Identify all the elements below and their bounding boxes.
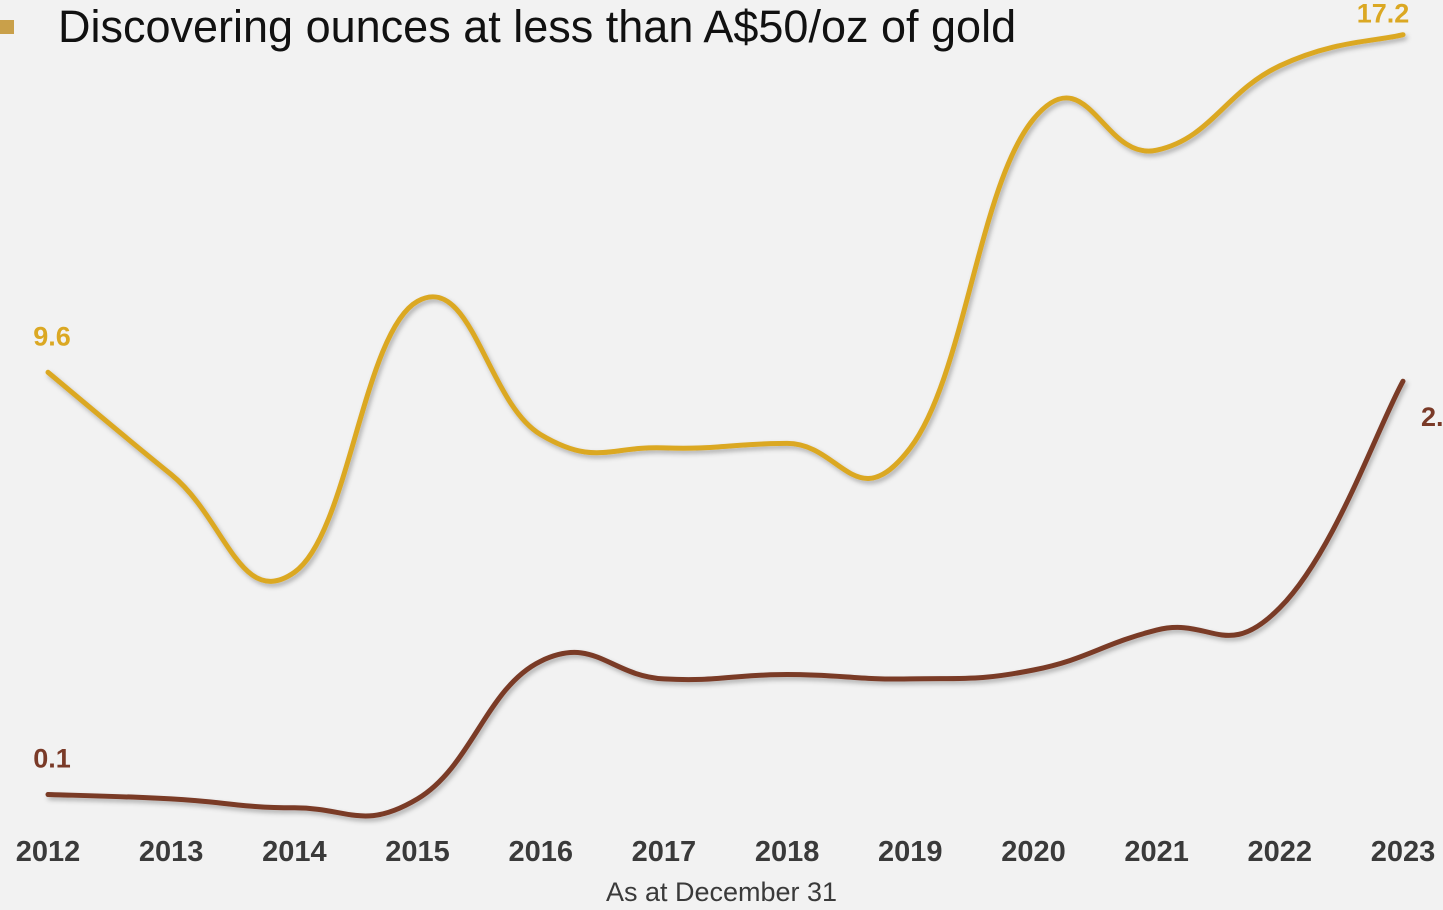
x-tick-label-2012: 2012 (16, 836, 81, 868)
x-tick-label-2016: 2016 (508, 836, 573, 868)
data-label-series-1-2023: 17.2 (1357, 0, 1410, 29)
x-tick-label-2021: 2021 (1124, 836, 1189, 868)
label-layer: 9.6 17.2 0.1 2. (33, 0, 1443, 773)
x-tick-label-2013: 2013 (139, 836, 204, 868)
x-tick-label-2015: 2015 (385, 836, 450, 868)
x-tick-label-2019: 2019 (878, 836, 943, 868)
x-tick-label-2017: 2017 (632, 836, 697, 868)
x-tick-label-2014: 2014 (262, 836, 327, 868)
series-line-1 (45, 32, 1406, 584)
x-tick-label-2020: 2020 (1001, 836, 1066, 868)
x-axis: 2012 2013 2014 2015 2016 2017 2018 2019 2020 2021… (16, 836, 1436, 868)
data-label-series-2-2023: 2. (1421, 402, 1443, 432)
x-tick-label-2022: 2022 (1248, 836, 1313, 868)
x-tick-label-2023: 2023 (1371, 836, 1436, 868)
series-layer (45, 32, 1406, 819)
bullet-square-icon (0, 20, 14, 34)
data-label-series-2-2012: 0.1 (33, 743, 71, 773)
bullet-text: Discovering ounces at less than A$50/oz … (58, 1, 1017, 52)
series-line-2 (45, 378, 1406, 819)
x-axis-title: As at December 31 (605, 877, 838, 907)
line-chart: 9.617.20.12. 2012 2013 2014 2015 2016 2017 201… (16, 0, 1443, 868)
data-label-series-1-2012: 9.6 (33, 321, 71, 351)
x-tick-label-2018: 2018 (755, 836, 820, 868)
